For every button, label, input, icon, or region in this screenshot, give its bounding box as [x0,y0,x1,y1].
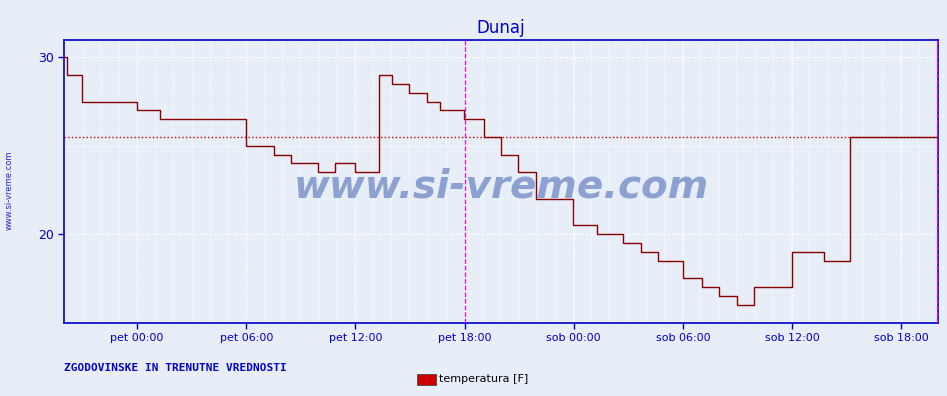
Text: www.si-vreme.com: www.si-vreme.com [294,168,708,206]
Text: temperatura [F]: temperatura [F] [439,374,528,385]
Text: ZGODOVINSKE IN TRENUTNE VREDNOSTI: ZGODOVINSKE IN TRENUTNE VREDNOSTI [64,363,287,373]
Text: www.si-vreme.com: www.si-vreme.com [5,150,14,230]
Title: Dunaj: Dunaj [476,19,526,37]
